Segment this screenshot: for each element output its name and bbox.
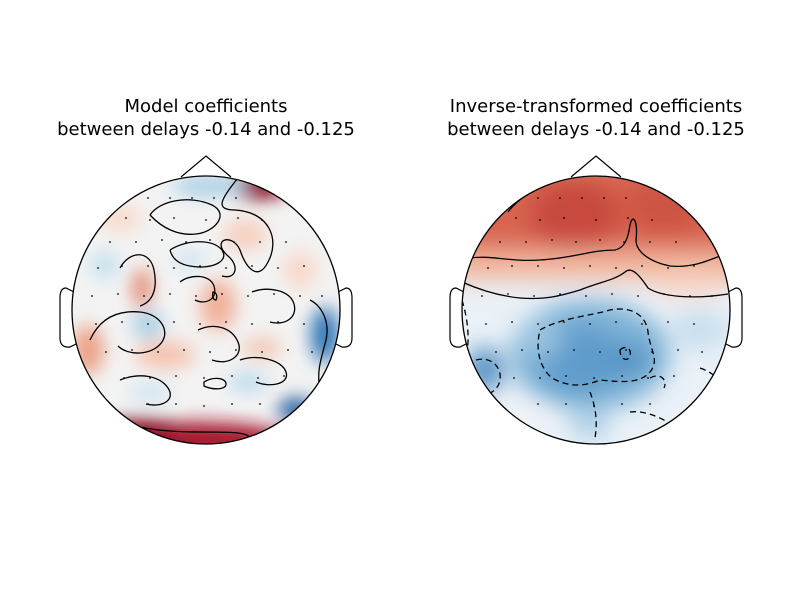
left-ear-outline bbox=[449, 287, 467, 348]
nose-outline bbox=[570, 155, 622, 178]
left-ear-outline bbox=[59, 287, 77, 348]
title-line-2: between delays -0.14 and -0.125 bbox=[447, 119, 745, 140]
topomap-model-coefficients bbox=[59, 155, 353, 445]
nose-outline bbox=[180, 155, 232, 178]
right-ear-outline bbox=[335, 287, 353, 348]
sensor-dots bbox=[481, 197, 713, 407]
topomap-title-model: Model coefficients between delays -0.14 … bbox=[16, 95, 396, 141]
title-line-2: between delays -0.14 and -0.125 bbox=[57, 119, 355, 140]
topomap-heatmap bbox=[462, 176, 730, 444]
head-outline bbox=[461, 175, 731, 445]
title-line-1: Inverse-transformed coefficients bbox=[449, 96, 743, 117]
right-ear-outline bbox=[725, 287, 743, 348]
sensor-dots bbox=[91, 197, 323, 407]
head-outline bbox=[71, 175, 341, 445]
title-line-1: Model coefficients bbox=[124, 96, 288, 117]
topomap-title-inverse: Inverse-transformed coefficients between… bbox=[406, 95, 786, 141]
topomap-inverse-transformed bbox=[449, 155, 743, 445]
topomap-heatmap bbox=[72, 176, 340, 444]
